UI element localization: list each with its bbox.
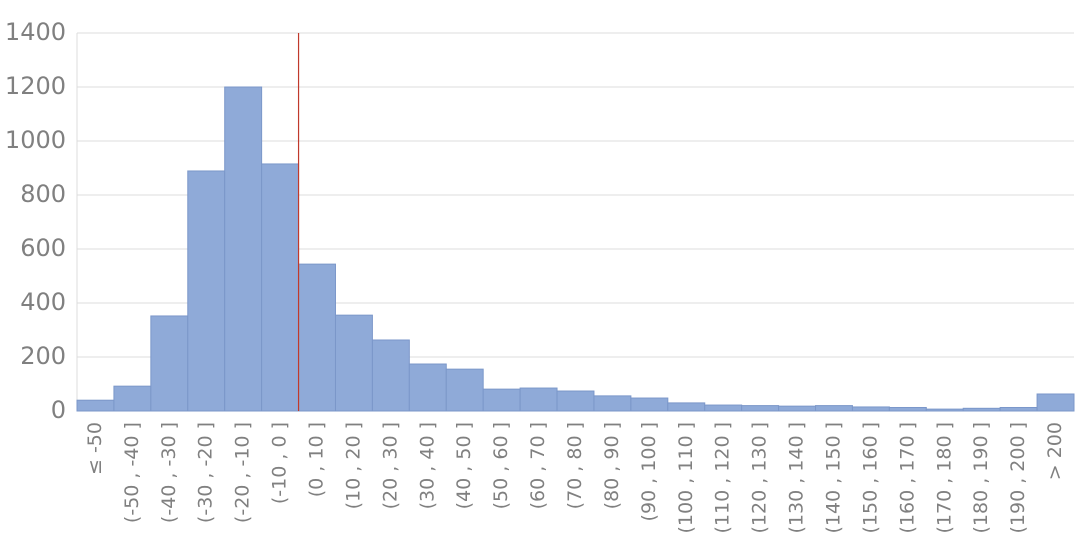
x-tick-label: (10 , 20 ]	[342, 422, 364, 509]
bar	[76, 399, 115, 412]
bar	[408, 363, 447, 412]
x-tick-label: (50 , 60 ]	[490, 422, 512, 509]
bar	[482, 388, 521, 412]
y-tick-label: 1400	[5, 18, 66, 46]
x-tick-label: (150 , 160 ]	[859, 422, 881, 534]
bar	[187, 170, 226, 412]
y-tick-label: 600	[20, 234, 66, 262]
bar	[999, 406, 1038, 412]
x-tick-label: (180 , 190 ]	[970, 422, 992, 534]
x-tick-label: (160 , 170 ]	[896, 422, 918, 534]
x-tick-label: (40 , 50 ]	[453, 422, 475, 509]
x-tick-label: (30 , 40 ]	[416, 422, 438, 509]
bar	[556, 390, 595, 412]
y-tick-label: 400	[20, 288, 66, 316]
x-tick-label: (120 , 130 ]	[749, 422, 771, 534]
x-tick-label: (-40 , -30 ]	[158, 422, 180, 523]
bar	[888, 406, 927, 412]
bar	[298, 263, 336, 412]
y-tick-label: 200	[20, 342, 66, 370]
x-tick-label: (100 , 110 ]	[675, 422, 697, 534]
x-tick-label: (-10 , 0 ]	[269, 422, 291, 504]
bar	[150, 315, 189, 412]
y-tick-label: 1200	[5, 72, 66, 100]
x-tick-label: (-30 , -20 ]	[195, 422, 217, 523]
x-tick-label: (20 , 30 ]	[379, 422, 401, 509]
x-tick-label: (60 , 70 ]	[527, 422, 549, 509]
y-tick-label: 0	[51, 396, 66, 424]
bar	[925, 408, 964, 412]
x-tick-label: (130 , 140 ]	[786, 422, 808, 534]
bar	[815, 405, 853, 412]
x-tick-label: (140 , 150 ]	[822, 422, 844, 534]
bar	[445, 368, 484, 412]
x-tick-label: (0 , 10 ]	[306, 422, 328, 497]
bar	[1036, 393, 1075, 412]
y-tick-label: 1000	[5, 126, 66, 154]
y-tick-label: 800	[20, 180, 66, 208]
bar	[704, 404, 743, 412]
x-tick-label: (80 , 90 ]	[601, 422, 623, 509]
x-tick-label: (110 , 120 ]	[712, 422, 734, 534]
bar	[261, 163, 300, 412]
x-tick-label: (-50 , -40 ]	[121, 422, 143, 523]
bar	[519, 387, 558, 412]
x-tick-label: > 200	[1044, 422, 1066, 480]
bar	[593, 395, 632, 412]
bar	[630, 397, 669, 412]
x-tick-label: (190 , 200 ]	[1007, 422, 1029, 534]
bar	[741, 405, 780, 412]
x-tick-label: ≤ -50	[84, 422, 106, 475]
bar	[851, 406, 890, 412]
bar	[334, 314, 373, 412]
x-tick-label: (-20 , -10 ]	[232, 422, 254, 523]
x-tick-label: (170 , 180 ]	[933, 422, 955, 534]
bar	[962, 407, 1001, 412]
bar	[667, 402, 706, 412]
bar	[224, 86, 263, 412]
bar	[778, 405, 817, 412]
x-tick-label: (70 , 80 ]	[564, 422, 586, 509]
bar	[371, 339, 410, 412]
bar	[113, 385, 152, 412]
x-tick-label: (90 , 100 ]	[638, 422, 660, 521]
